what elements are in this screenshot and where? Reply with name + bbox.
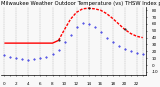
Text: Milwaukee Weather Outdoor Temperature (vs) THSW Index per Hour (Last 24 Hours): Milwaukee Weather Outdoor Temperature (v… — [1, 1, 160, 6]
